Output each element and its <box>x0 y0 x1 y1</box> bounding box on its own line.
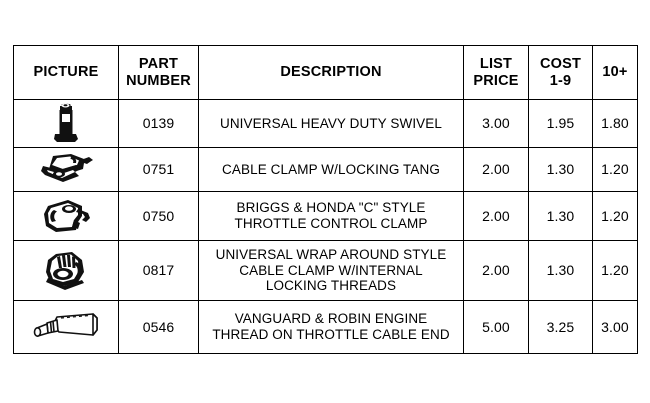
qty-10-plus-cell: 3.00 <box>592 300 638 354</box>
column-header-list-price-line-2: PRICE <box>473 72 519 89</box>
list-price-cell: 2.00 <box>463 147 529 192</box>
column-header-cost-1-9-line-2: 1-9 <box>549 72 572 89</box>
description-line: LOCKING THREADS <box>265 278 397 294</box>
cost-1-9-cell: 3.25 <box>528 300 593 354</box>
description-line: UNIVERSAL WRAP AROUND STYLE <box>215 246 447 262</box>
table-row: 0546 VANGUARD & ROBIN ENGINE THREAD ON T… <box>13 300 638 354</box>
part-number-cell: 0139 <box>118 99 199 148</box>
cost-1-9-cell: 1.30 <box>528 147 593 192</box>
product-picture-cell <box>13 300 119 354</box>
column-header-list-price-line-1: LIST <box>479 56 513 73</box>
list-price-cell: 2.00 <box>463 240 529 301</box>
table-body: 0139 UNIVERSAL HEAVY DUTY SWIVEL 3.00 1.… <box>13 99 638 354</box>
column-header-picture-line-1: PICTURE <box>33 64 99 81</box>
table-row: 0750 BRIGGS & HONDA "C" STYLE THROTTLE C… <box>13 191 638 241</box>
cable-clamp-locking-tang-icon <box>14 148 118 191</box>
qty-10-plus-cell: 1.20 <box>592 240 638 301</box>
part-number-cell: 0546 <box>118 300 199 354</box>
column-header-part-number-line-2: NUMBER <box>126 72 191 89</box>
column-header-part-number: PART NUMBER <box>118 45 199 100</box>
table-row: 0817 UNIVERSAL WRAP AROUND STYLE CABLE C… <box>13 240 638 301</box>
description-line: UNIVERSAL HEAVY DUTY SWIVEL <box>219 115 442 131</box>
description-line: VANGUARD & ROBIN ENGINE <box>234 311 428 327</box>
part-number-cell: 0750 <box>118 191 199 241</box>
description-cell: UNIVERSAL WRAP AROUND STYLE CABLE CLAMP … <box>198 240 464 301</box>
description-cell: BRIGGS & HONDA "C" STYLE THROTTLE CONTRO… <box>198 191 464 241</box>
column-header-description-line-1: DESCRIPTION <box>280 64 382 81</box>
column-header-part-number-line-1: PART <box>138 56 179 73</box>
cost-1-9-cell: 1.95 <box>528 99 593 148</box>
description-line: THROTTLE CONTROL CLAMP <box>234 216 428 231</box>
description-line: CABLE CLAMP W/INTERNAL <box>239 262 423 278</box>
part-number-cell: 0751 <box>118 147 199 192</box>
swivel-icon <box>14 100 118 147</box>
parts-price-table-container: PICTURE PART NUMBER DESCRIPTION LIST PRI… <box>13 45 638 354</box>
header-row: PICTURE PART NUMBER DESCRIPTION LIST PRI… <box>13 45 638 100</box>
column-header-list-price: LIST PRICE <box>463 45 529 100</box>
column-header-picture: PICTURE <box>13 45 119 100</box>
description-cell: CABLE CLAMP W/LOCKING TANG <box>198 147 464 192</box>
description-line: THREAD ON THROTTLE CABLE END <box>212 327 450 342</box>
list-price-cell: 5.00 <box>463 300 529 354</box>
c-style-throttle-clamp-icon <box>14 192 118 240</box>
wrap-around-cable-clamp-icon <box>14 241 118 300</box>
table-row: 0751 CABLE CLAMP W/LOCKING TANG 2.00 1.3… <box>13 147 638 192</box>
list-price-cell: 3.00 <box>463 99 529 148</box>
product-picture-cell <box>13 191 119 241</box>
table-row: 0139 UNIVERSAL HEAVY DUTY SWIVEL 3.00 1.… <box>13 99 638 148</box>
parts-price-table: PICTURE PART NUMBER DESCRIPTION LIST PRI… <box>13 45 638 354</box>
description-line: BRIGGS & HONDA "C" STYLE <box>236 200 426 216</box>
part-number-cell: 0817 <box>118 240 199 301</box>
qty-10-plus-cell: 1.20 <box>592 147 638 192</box>
list-price-cell: 2.00 <box>463 191 529 241</box>
qty-10-plus-cell: 1.80 <box>592 99 638 148</box>
product-picture-cell <box>13 240 119 301</box>
cost-1-9-cell: 1.30 <box>528 240 593 301</box>
threaded-cable-end-icon <box>14 301 118 353</box>
qty-10-plus-cell: 1.20 <box>592 191 638 241</box>
column-header-cost-1-9: COST 1-9 <box>528 45 593 100</box>
column-header-cost-1-9-line-1: COST <box>539 56 582 73</box>
description-line: CABLE CLAMP W/LOCKING TANG <box>222 161 440 177</box>
product-picture-cell <box>13 99 119 148</box>
table-header: PICTURE PART NUMBER DESCRIPTION LIST PRI… <box>13 45 638 100</box>
column-header-qty-10-plus-line-1: 10+ <box>602 64 628 81</box>
description-cell: VANGUARD & ROBIN ENGINE THREAD ON THROTT… <box>198 300 464 354</box>
description-cell: UNIVERSAL HEAVY DUTY SWIVEL <box>198 99 464 148</box>
cost-1-9-cell: 1.30 <box>528 191 593 241</box>
column-header-description: DESCRIPTION <box>198 45 464 100</box>
column-header-qty-10-plus: 10+ <box>592 45 638 100</box>
product-picture-cell <box>13 147 119 192</box>
